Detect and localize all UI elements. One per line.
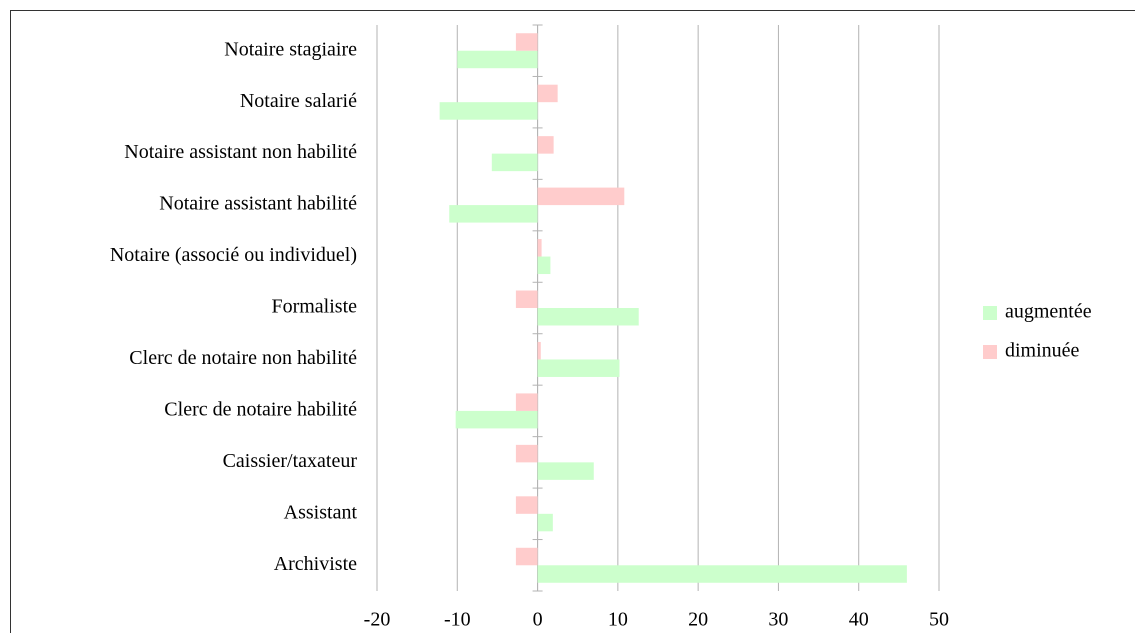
y-tick-label: Clerc de notaire habilité bbox=[164, 399, 357, 421]
bar bbox=[537, 308, 639, 326]
bar bbox=[537, 341, 541, 360]
bar bbox=[537, 256, 551, 275]
bar bbox=[515, 33, 538, 51]
x-tick-label: 20 bbox=[688, 609, 708, 631]
bar bbox=[449, 205, 538, 223]
bar bbox=[537, 239, 542, 257]
legend-label: diminuée bbox=[1005, 340, 1080, 362]
y-tick-label: Notaire salarié bbox=[240, 90, 357, 112]
x-tick-label: 50 bbox=[929, 609, 949, 631]
bar bbox=[457, 50, 538, 69]
bar bbox=[537, 565, 907, 583]
bar bbox=[537, 462, 594, 480]
x-tick-label: -20 bbox=[364, 609, 391, 631]
bar bbox=[515, 547, 538, 566]
bar bbox=[537, 187, 625, 206]
bar bbox=[491, 153, 538, 172]
bar bbox=[537, 84, 558, 103]
x-tick-label: -10 bbox=[444, 609, 471, 631]
bar bbox=[537, 359, 620, 377]
bar bbox=[515, 496, 538, 514]
y-tick-label: Caissier/taxateur bbox=[223, 450, 358, 472]
y-tick-label: Notaire assistant non habilité bbox=[124, 141, 357, 163]
bar bbox=[455, 410, 538, 429]
y-tick-label: Notaire assistant habilité bbox=[159, 193, 357, 215]
bar bbox=[439, 102, 538, 120]
legend-label: augmentée bbox=[1005, 301, 1092, 323]
bar bbox=[515, 444, 538, 463]
y-tick-label: Notaire stagiaire bbox=[224, 38, 357, 60]
y-tick-label: Notaire (associé ou individuel) bbox=[110, 244, 357, 266]
y-tick-label: Clerc de notaire non habilité bbox=[129, 347, 357, 369]
x-tick-label: 30 bbox=[768, 609, 788, 631]
bar bbox=[515, 393, 538, 411]
bar bbox=[537, 513, 553, 532]
x-tick-label: 0 bbox=[533, 609, 543, 631]
y-tick-label: Assistant bbox=[284, 501, 358, 523]
y-tick-label: Archiviste bbox=[274, 553, 357, 575]
x-tick-label: 10 bbox=[608, 609, 628, 631]
x-tick-label: 40 bbox=[849, 609, 869, 631]
y-tick-label: Formaliste bbox=[271, 296, 357, 318]
legend-swatch bbox=[983, 306, 997, 320]
legend-swatch bbox=[983, 345, 997, 359]
bar bbox=[537, 136, 554, 154]
bar bbox=[515, 290, 538, 308]
